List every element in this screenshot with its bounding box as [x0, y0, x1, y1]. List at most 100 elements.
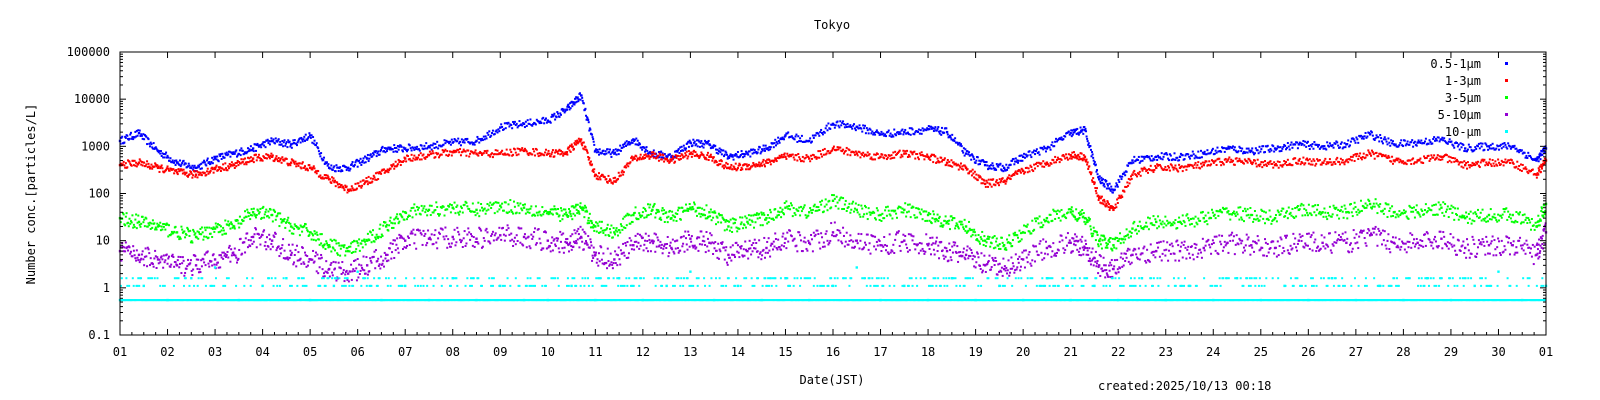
data-point — [979, 236, 982, 239]
data-point — [932, 130, 935, 133]
data-point — [277, 156, 280, 159]
data-point — [950, 159, 953, 162]
data-point — [852, 124, 855, 127]
data-point — [1188, 155, 1191, 158]
data-point — [498, 208, 501, 211]
data-point — [639, 153, 642, 156]
data-point — [222, 226, 225, 229]
data-point — [842, 123, 845, 126]
data-point — [124, 162, 127, 165]
data-point — [1242, 152, 1245, 155]
data-point — [597, 231, 600, 234]
data-point — [1525, 154, 1528, 157]
data-point — [270, 152, 273, 155]
data-point — [566, 105, 569, 108]
data-point — [1540, 163, 1543, 166]
data-point — [1124, 235, 1127, 238]
data-point — [418, 158, 421, 161]
data-point — [900, 153, 903, 156]
data-point — [128, 217, 131, 220]
data-point — [285, 157, 288, 160]
data-point — [1130, 231, 1133, 234]
data-point — [396, 163, 399, 166]
data-point — [1311, 163, 1314, 166]
data-point — [1458, 148, 1461, 151]
data-point — [219, 225, 222, 228]
data-point — [1349, 144, 1352, 147]
data-point — [983, 235, 986, 238]
data-point — [474, 149, 477, 152]
data-point — [1052, 208, 1055, 211]
data-point — [1132, 171, 1135, 174]
data-point — [267, 142, 270, 145]
data-point — [1366, 135, 1369, 138]
data-point — [569, 107, 572, 110]
data-point — [607, 174, 610, 177]
data-point — [544, 209, 547, 212]
data-point — [974, 162, 977, 165]
data-point — [1432, 138, 1435, 141]
data-point — [205, 235, 208, 238]
data-point — [553, 205, 556, 208]
data-point — [337, 169, 340, 172]
data-point — [1391, 142, 1394, 145]
data-point — [747, 163, 750, 166]
data-point — [587, 121, 590, 124]
data-point — [747, 153, 750, 156]
data-point — [1071, 133, 1074, 136]
data-point — [486, 149, 489, 152]
data-point — [304, 133, 307, 136]
data-point — [948, 219, 951, 222]
data-point — [156, 225, 160, 228]
data-point — [579, 98, 582, 101]
data-point — [725, 161, 728, 164]
data-point — [1354, 141, 1357, 144]
data-point — [1074, 129, 1077, 132]
data-point — [1508, 162, 1511, 165]
data-point — [719, 163, 722, 166]
data-point — [423, 144, 426, 147]
data-point — [1144, 225, 1147, 228]
data-point — [262, 205, 265, 208]
data-point — [1030, 156, 1033, 159]
data-point — [1089, 144, 1092, 147]
data-point — [882, 132, 885, 135]
data-point — [685, 150, 688, 153]
data-point — [562, 108, 565, 111]
data-point — [937, 220, 940, 223]
data-point — [1095, 231, 1098, 234]
data-point — [436, 206, 439, 209]
data-point — [1172, 168, 1175, 171]
data-point — [874, 217, 877, 220]
data-point — [916, 216, 919, 219]
data-point — [746, 152, 749, 155]
data-point — [523, 147, 526, 150]
data-point — [1359, 134, 1362, 137]
data-point — [891, 134, 894, 137]
data-point — [1056, 209, 1059, 212]
data-point — [1087, 216, 1090, 219]
data-point — [1455, 142, 1458, 145]
data-point — [338, 183, 341, 186]
data-point — [295, 225, 298, 228]
data-point — [959, 166, 962, 169]
data-point — [1034, 163, 1037, 166]
data-point — [217, 166, 220, 169]
data-point — [1356, 152, 1359, 155]
data-point — [1391, 140, 1394, 143]
data-point — [442, 205, 445, 208]
data-point — [184, 232, 187, 235]
data-point — [137, 220, 141, 224]
data-point — [572, 101, 575, 104]
data-point — [1406, 140, 1409, 143]
data-point — [424, 211, 427, 214]
data-point — [981, 159, 984, 162]
data-point — [651, 153, 654, 157]
data-point — [192, 168, 195, 171]
data-point — [292, 232, 295, 235]
data-point — [729, 166, 732, 169]
data-point — [1055, 158, 1058, 161]
data-point — [197, 171, 200, 174]
data-point — [525, 208, 528, 211]
data-point — [1168, 166, 1171, 169]
